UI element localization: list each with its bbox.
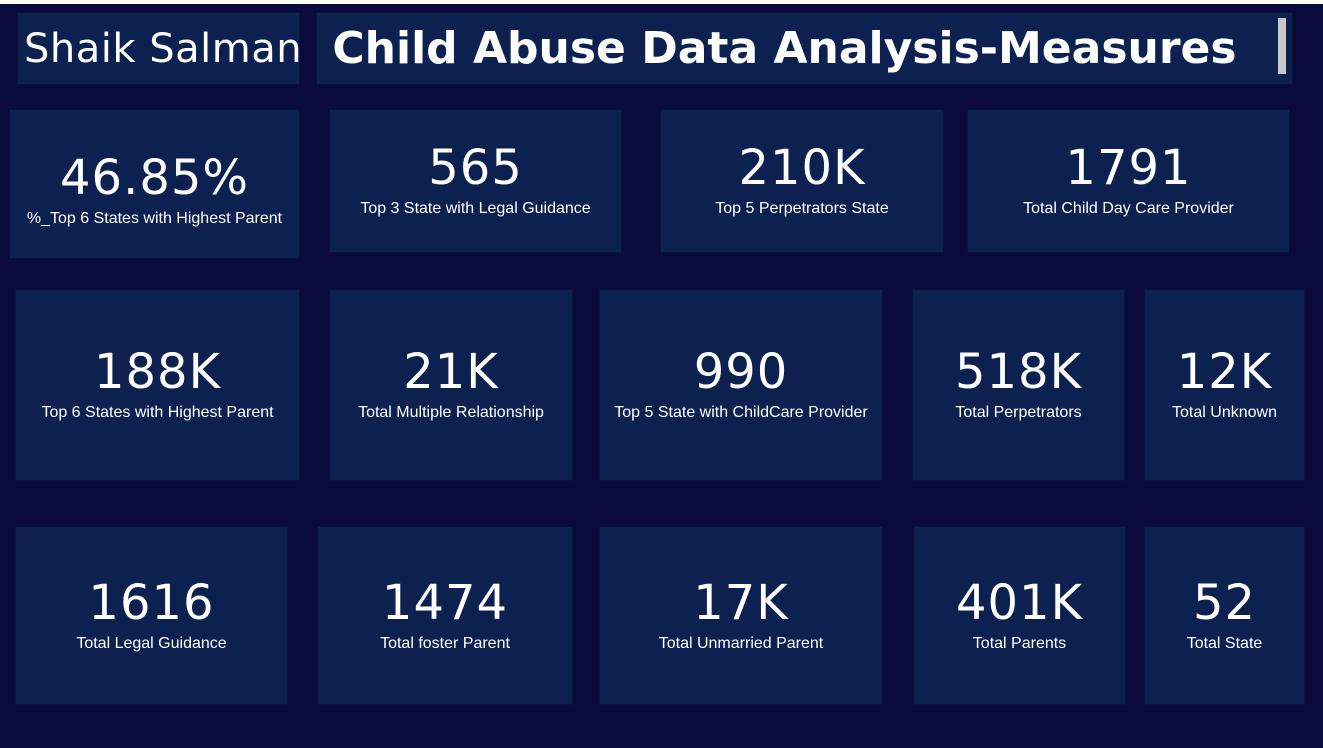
kpi-label: %_Top 6 States with Highest Parent	[26, 210, 283, 227]
kpi-label: Total Multiple Relationship	[358, 404, 544, 421]
kpi-label: Total Perpetrators	[955, 404, 1082, 421]
kpi-card-top6-states-parent[interactable]: 188K Top 6 States with Highest Parent	[15, 289, 300, 481]
kpi-label: Top 3 State with Legal Guidance	[360, 200, 591, 217]
kpi-card-total-parents[interactable]: 401K Total Parents	[913, 526, 1126, 705]
kpi-label: Total Unknown	[1172, 404, 1277, 421]
kpi-value: 990	[693, 344, 789, 400]
kpi-label: Total Legal Guidance	[76, 634, 227, 652]
kpi-label: Total Unmarried Parent	[658, 634, 824, 652]
title-box: Child Abuse Data Analysis-Measures	[316, 12, 1293, 85]
kpi-label: Top 5 Perpetrators State	[715, 200, 889, 217]
kpi-card-foster-parent[interactable]: 1474 Total foster Parent	[317, 526, 573, 705]
author-name-box: Shaik Salman	[17, 12, 303, 85]
kpi-value: 188K	[93, 344, 222, 400]
kpi-value: 1616	[88, 574, 215, 631]
kpi-value: 46.85%	[59, 150, 250, 206]
kpi-value: 1791	[1065, 140, 1192, 196]
kpi-value: 17K	[693, 574, 789, 631]
kpi-label: Total State	[1186, 634, 1263, 652]
kpi-value: 518K	[954, 344, 1083, 400]
kpi-card-unmarried-parent[interactable]: 17K Total Unmarried Parent	[599, 526, 883, 705]
kpi-card-top3-legal-guidance[interactable]: 565 Top 3 State with Legal Guidance	[329, 109, 622, 253]
author-name: Shaik Salman	[24, 25, 303, 72]
kpi-label: Total foster Parent	[380, 634, 510, 652]
kpi-value: 1474	[381, 574, 509, 631]
kpi-label: Top 5 State with ChildCare Provider	[614, 404, 868, 421]
kpi-value: 21K	[403, 344, 499, 400]
kpi-label: Total Parents	[972, 634, 1067, 652]
kpi-value: 401K	[955, 574, 1084, 631]
kpi-card-top5-perpetrators[interactable]: 210K Top 5 Perpetrators State	[660, 109, 944, 253]
kpi-card-total-state[interactable]: 52 Total State	[1144, 526, 1305, 705]
kpi-label: Total Child Day Care Provider	[1023, 200, 1234, 217]
kpi-value: 52	[1192, 574, 1257, 631]
kpi-card-multiple-relationship[interactable]: 21K Total Multiple Relationship	[329, 289, 573, 481]
kpi-value: 12K	[1176, 344, 1273, 400]
title-scrollbar[interactable]	[1278, 18, 1286, 74]
kpi-card-top5-childcare[interactable]: 990 Top 5 State with ChildCare Provider	[599, 289, 883, 481]
kpi-card-total-unknown[interactable]: 12K Total Unknown	[1144, 289, 1305, 481]
kpi-card-pct-top6-states[interactable]: 46.85% %_Top 6 States with Highest Paren…	[9, 109, 300, 259]
kpi-value: 210K	[738, 140, 866, 196]
kpi-value: 565	[428, 140, 523, 196]
kpi-label: Top 6 States with Highest Parent	[41, 404, 274, 421]
kpi-card-child-day-care[interactable]: 1791 Total Child Day Care Provider	[967, 109, 1290, 253]
dashboard-title: Child Abuse Data Analysis-Measures	[332, 23, 1237, 74]
window-top-edge	[0, 0, 1323, 4]
kpi-card-total-perpetrators[interactable]: 518K Total Perpetrators	[912, 289, 1125, 481]
kpi-card-legal-guidance[interactable]: 1616 Total Legal Guidance	[15, 526, 288, 705]
